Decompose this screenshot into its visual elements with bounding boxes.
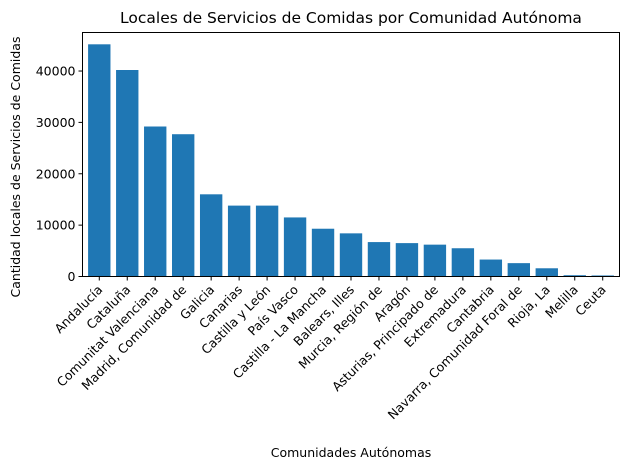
bar [172,134,195,277]
bar [423,244,447,277]
bar [144,126,167,277]
bar [395,243,419,277]
bar [451,248,475,277]
plot-frame [82,32,620,277]
bar [255,205,279,277]
bar [199,194,223,277]
bar [535,268,558,277]
bar [339,233,363,277]
bar [591,275,614,277]
bar [311,228,335,277]
bar [479,259,503,277]
bar [507,263,531,277]
bar [563,275,586,277]
bar [88,44,111,277]
y-tick-label: 20000 [36,166,76,181]
y-axis-label: Cantidad locales de Servicios de Comidas [8,37,23,298]
y-tick-label: 40000 [36,64,76,79]
bar [116,70,139,277]
x-tick-label: Ceuta [572,282,609,319]
y-tick-label: 10000 [36,218,76,233]
y-tick-label: 0 [68,269,76,284]
bar [367,242,391,277]
x-axis-label: Comunidades Autónomas [271,445,432,460]
bar [227,205,251,277]
y-axis-ticks: 0 10000 20000 30000 40000 [36,64,83,284]
y-tick-label: 30000 [36,115,76,130]
bar [283,217,307,277]
bars-group [88,44,614,277]
chart-title: Locales de Servicios de Comidas por Comu… [120,9,582,27]
